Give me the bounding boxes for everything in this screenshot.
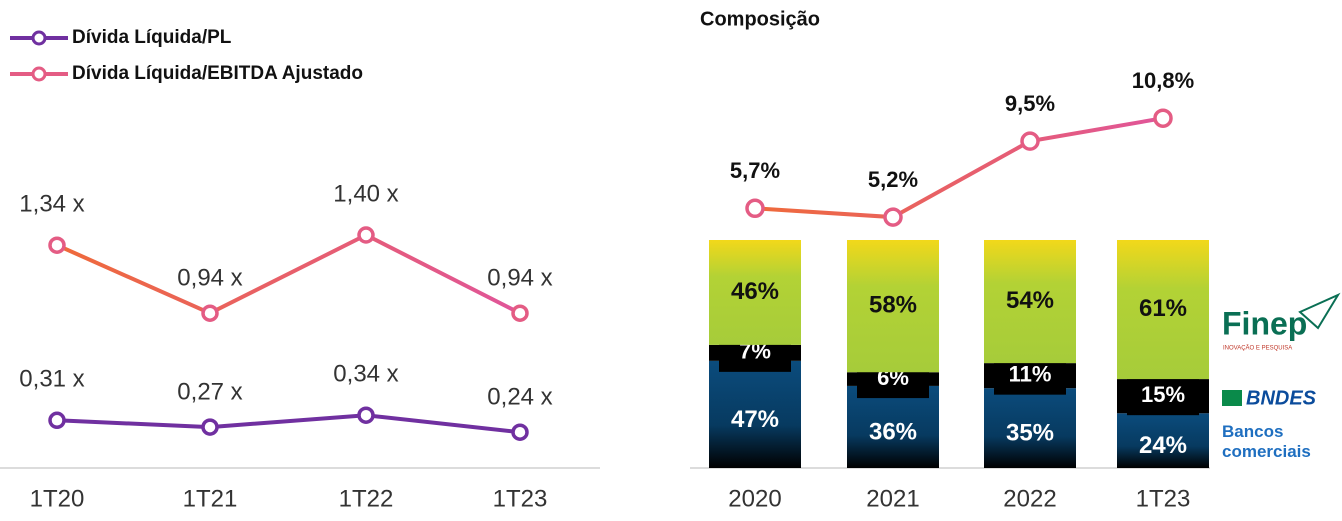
legend-label: Dívida Líquida/EBITDA Ajustado xyxy=(72,63,363,84)
data-label: 58% xyxy=(869,291,917,318)
data-label: 15% xyxy=(1141,382,1185,407)
data-label: 10,8% xyxy=(1132,68,1194,93)
point xyxy=(201,304,219,322)
data-label: 54% xyxy=(1006,287,1054,314)
data-label: 47% xyxy=(731,406,779,433)
data-label: 11% xyxy=(1009,361,1052,386)
line xyxy=(56,232,521,316)
legend-icon xyxy=(1222,390,1242,406)
legend-tagline: INOVAÇÃO E PESQUISA xyxy=(1223,345,1292,352)
x-tick-label: 1T20 xyxy=(30,485,85,512)
data-label: 24% xyxy=(1139,432,1187,459)
bar-segment xyxy=(709,360,801,468)
point xyxy=(745,198,765,219)
data-label: 46% xyxy=(731,278,779,305)
bar-segment xyxy=(847,385,939,468)
x-tick-label: 2022 xyxy=(1003,485,1056,512)
x-tick-label: 1T21 xyxy=(183,485,238,512)
legend-label: Dívida Líquida/PL xyxy=(72,27,232,48)
data-label: 9,5% xyxy=(1005,91,1055,116)
line xyxy=(56,413,521,435)
legend-marker xyxy=(31,66,47,82)
line xyxy=(754,116,1164,220)
point xyxy=(357,226,375,244)
legend-label: BNDES xyxy=(1246,387,1317,409)
point xyxy=(511,423,529,441)
point xyxy=(1020,131,1040,151)
data-label: 0,34 x xyxy=(333,361,398,388)
bar-segment xyxy=(984,240,1076,364)
x-tick-label: 2020 xyxy=(728,485,781,512)
data-label: 35% xyxy=(1006,419,1054,446)
bar-segment xyxy=(847,240,939,373)
point xyxy=(357,406,375,424)
chart-title: Composição xyxy=(700,8,820,30)
data-label: 61% xyxy=(1139,295,1187,322)
point xyxy=(511,304,529,322)
legend-marker xyxy=(31,30,47,46)
data-label: 5,2% xyxy=(868,167,918,192)
x-tick-label: 1T23 xyxy=(1136,485,1191,512)
bar-segment xyxy=(709,240,801,345)
bar-segment xyxy=(1117,240,1209,380)
x-tick-label: 1T23 xyxy=(493,485,548,512)
data-label: 0,27 x xyxy=(177,378,242,405)
legend-icon xyxy=(1298,292,1341,330)
point xyxy=(48,236,66,254)
legend-label: Bancos comerciais xyxy=(1222,422,1311,461)
point xyxy=(201,418,219,436)
x-tick-label: 1T22 xyxy=(339,485,394,512)
data-label: 0,31 x xyxy=(19,366,84,393)
data-label: 0,94 x xyxy=(487,265,552,292)
bar-segment xyxy=(1117,413,1209,468)
point xyxy=(883,207,903,227)
data-label: 1,40 x xyxy=(333,180,398,207)
bar-segment xyxy=(984,388,1076,468)
x-tick-label: 2021 xyxy=(866,485,919,512)
legend-label: Finep xyxy=(1222,305,1307,341)
data-label: 0,24 x xyxy=(487,384,552,411)
data-label: 36% xyxy=(869,418,917,445)
data-label: 0,94 x xyxy=(177,265,242,292)
point xyxy=(48,411,66,430)
data-label: 5,7% xyxy=(730,158,780,183)
data-label: 1,34 x xyxy=(19,191,84,218)
point xyxy=(1153,108,1173,128)
label-box xyxy=(1127,377,1199,416)
